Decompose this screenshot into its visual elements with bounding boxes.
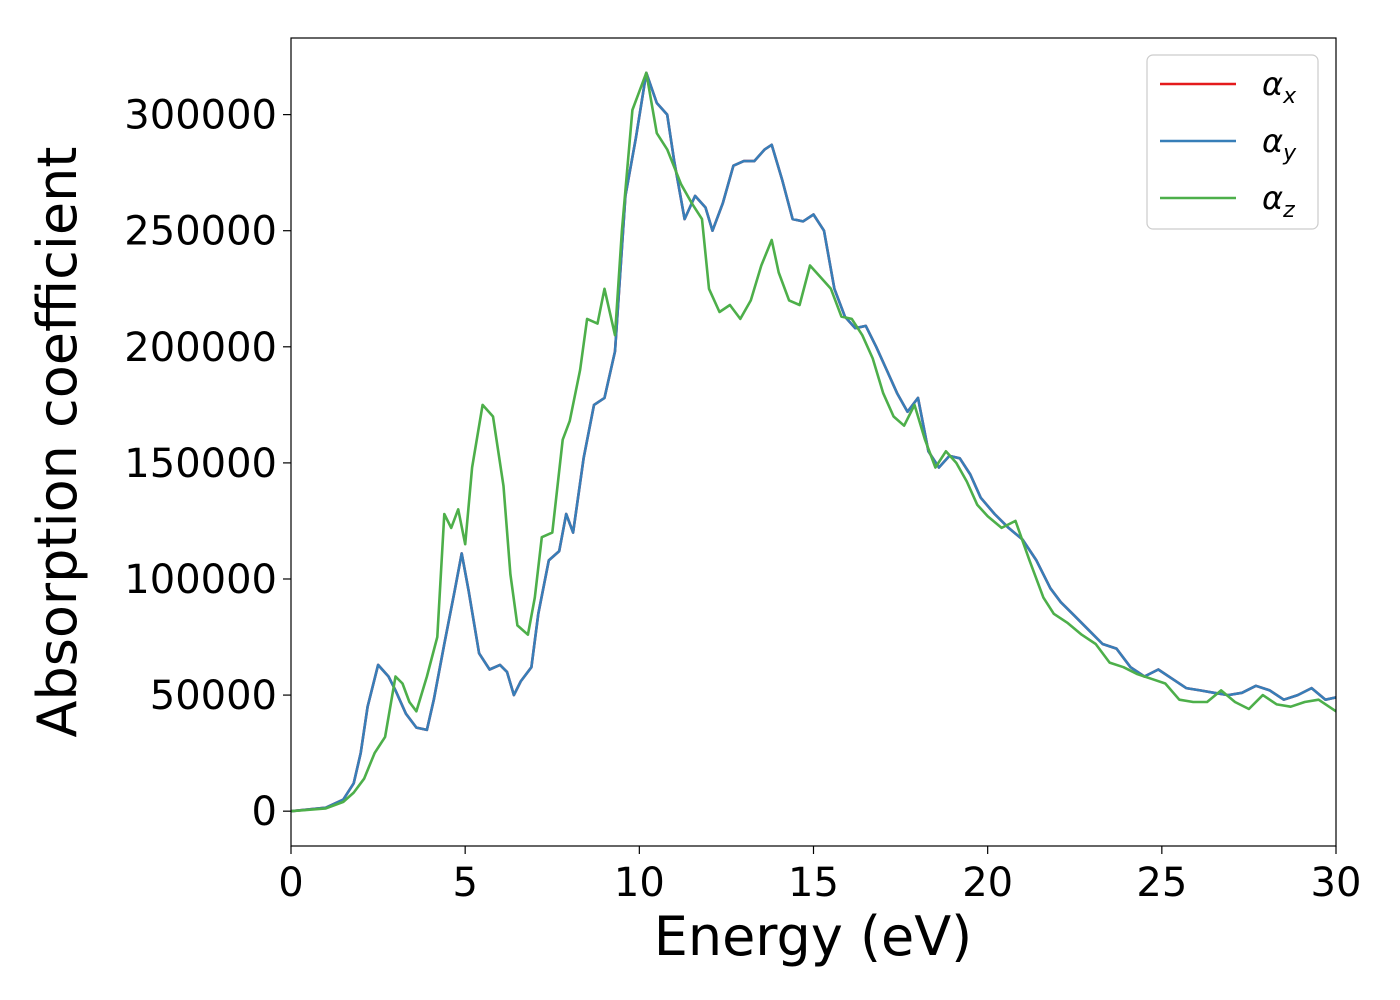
y-tick-label: 150000 — [124, 441, 277, 487]
y-axis-title: Absorption coefficient — [26, 147, 89, 738]
x-axis: 0 5 10 15 20 25 30 — [278, 846, 1361, 906]
y-tick-label: 200000 — [124, 325, 277, 371]
legend: αx αy αz — [1146, 54, 1319, 230]
legend-label-alpha-z: αz — [1262, 179, 1295, 223]
x-axis-title: Energy (eV) — [654, 905, 973, 968]
y-tick-label: 100000 — [124, 557, 277, 603]
y-axis: 0 50000 100000 150000 200000 250000 300000 — [124, 93, 291, 835]
x-tick-label: 5 — [452, 860, 477, 906]
x-tick-label: 30 — [1311, 860, 1362, 906]
x-tick-label: 20 — [962, 860, 1013, 906]
series-line-alpha-y — [291, 71, 1336, 813]
x-tick-label: 0 — [278, 860, 303, 906]
y-tick-label: 250000 — [124, 209, 277, 255]
x-tick-label: 10 — [614, 860, 665, 906]
series-line-alpha-z — [291, 71, 1336, 813]
x-tick-label: 15 — [788, 860, 839, 906]
y-tick-label: 50000 — [150, 673, 277, 719]
legend-label-alpha-x: αx — [1262, 65, 1297, 109]
y-tick-label: 300000 — [124, 93, 277, 139]
series-layer — [291, 71, 1336, 813]
y-tick-label: 0 — [252, 789, 277, 835]
x-tick-label: 25 — [1136, 860, 1187, 906]
legend-label-alpha-y: αy — [1262, 122, 1297, 166]
